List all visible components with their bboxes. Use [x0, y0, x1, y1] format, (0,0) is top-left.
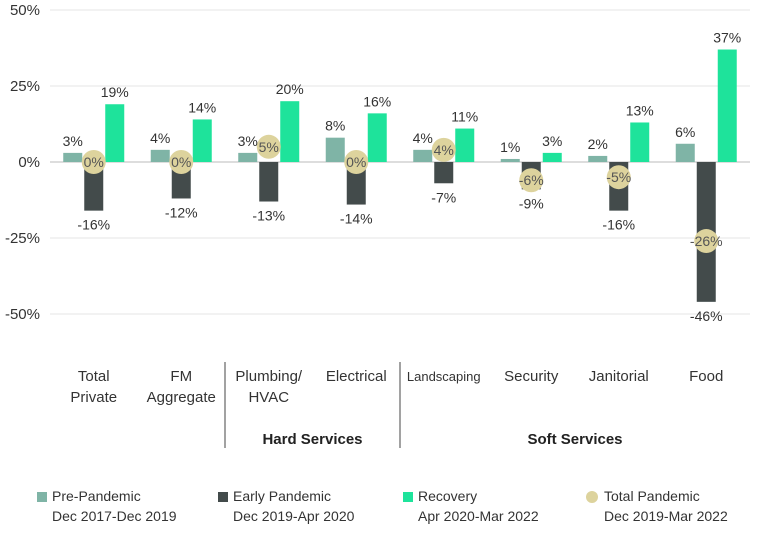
- x-category-label: HVAC: [248, 389, 289, 406]
- dot-total-pandemic: [519, 168, 544, 193]
- bar-pre-pandemic: [238, 152, 258, 162]
- legend-name: Recovery: [418, 488, 478, 504]
- data-label: 20%: [276, 81, 304, 97]
- data-label: -16%: [77, 217, 110, 233]
- bar-recovery: [105, 104, 125, 162]
- bar-pre-pandemic: [500, 158, 520, 162]
- legend-swatch-total-pandemic: [586, 491, 598, 503]
- data-label: -13%: [252, 208, 285, 224]
- y-tick-label: 25%: [10, 78, 40, 95]
- x-category-label: FM: [170, 368, 192, 385]
- data-label: -14%: [340, 211, 373, 227]
- y-tick-label: -50%: [5, 306, 40, 323]
- bar-pre-pandemic: [150, 149, 170, 162]
- x-category-label: Aggregate: [147, 389, 216, 406]
- data-label: 8%: [325, 118, 345, 134]
- data-label: 3%: [238, 133, 258, 149]
- legend-period: Dec 2017-Dec 2019: [52, 508, 177, 524]
- x-category-label: Electrical: [326, 368, 387, 385]
- y-tick-label: 50%: [10, 2, 40, 19]
- bars: [63, 49, 737, 302]
- bar-pre-pandemic: [413, 149, 433, 162]
- data-label: 19%: [101, 84, 129, 100]
- bar-early-pandemic: [434, 162, 454, 184]
- y-axis: 50% 25% 0% -25% -50%: [5, 2, 40, 323]
- data-labels: 3%-16%19%0%4%-12%14%0%3%-13%20%5%8%-14%1…: [63, 30, 742, 324]
- data-label: 14%: [188, 99, 216, 115]
- x-category-label: Landscaping: [407, 369, 481, 384]
- data-label: 16%: [363, 93, 391, 109]
- chart: 50%25%0%-25%-50% 3%-16%19%0%4%-12%14%0%3…: [5, 2, 750, 448]
- legend-period: Dec 2019-Apr 2020: [233, 508, 355, 524]
- legend-name: Early Pandemic: [233, 488, 332, 504]
- dot-label: -5%: [606, 169, 631, 185]
- x-category-label: Food: [689, 368, 723, 385]
- data-label: 1%: [500, 139, 520, 155]
- data-label: 13%: [626, 102, 654, 118]
- data-label: 4%: [150, 130, 170, 146]
- group-labels: Hard Services Soft Services: [224, 362, 623, 448]
- y-tick-label: -25%: [5, 230, 40, 247]
- dot-label: -26%: [690, 233, 723, 249]
- bar-recovery: [542, 152, 562, 162]
- dot-label: -6%: [519, 172, 544, 188]
- legend-name: Total Pandemic: [604, 488, 700, 504]
- bar-pre-pandemic: [325, 137, 345, 162]
- group-label: Soft Services: [527, 431, 622, 448]
- data-label: 2%: [588, 136, 608, 152]
- legend: Pre-Pandemic Dec 2017-Dec 2019 Early Pan…: [0, 486, 771, 536]
- dot-total-pandemic: [694, 229, 719, 254]
- group-label: Hard Services: [262, 431, 362, 448]
- data-label: -16%: [602, 217, 635, 233]
- bar-recovery: [455, 128, 475, 162]
- data-label: 11%: [451, 109, 478, 125]
- y-tick-label: 0%: [18, 154, 40, 171]
- bar-early-pandemic: [84, 162, 104, 211]
- dot-total-pandemic: [606, 165, 631, 190]
- bar-pre-pandemic: [675, 143, 695, 162]
- dot-label: 0%: [84, 154, 104, 170]
- data-label: 3%: [63, 133, 83, 149]
- dot-label: 0%: [346, 154, 366, 170]
- data-label: -12%: [165, 204, 198, 220]
- legend-period: Apr 2020-Mar 2022: [418, 508, 539, 524]
- dot-total-pandemic: [431, 137, 456, 162]
- bar-recovery: [717, 49, 737, 162]
- total-pandemic-dots: [81, 134, 719, 254]
- legend-name: Pre-Pandemic: [52, 488, 141, 504]
- data-label: 6%: [675, 124, 695, 140]
- dot-label: 4%: [434, 142, 454, 158]
- legend-swatch-recovery: [403, 492, 413, 502]
- bar-recovery: [280, 101, 300, 162]
- x-category-label: Total: [78, 368, 110, 385]
- data-label: 4%: [413, 130, 433, 146]
- data-label: 3%: [542, 133, 562, 149]
- x-category-label: Private: [70, 389, 117, 406]
- dot-total-pandemic: [169, 150, 194, 174]
- data-label: -46%: [690, 308, 723, 324]
- x-category-label: Plumbing/: [235, 368, 303, 385]
- dot-total-pandemic: [256, 134, 281, 159]
- bar-recovery: [630, 122, 650, 162]
- dot-label: 0%: [171, 154, 191, 170]
- dot-label: 5%: [259, 139, 279, 155]
- dot-total-pandemic: [344, 150, 369, 174]
- bar-recovery: [367, 113, 387, 162]
- legend-period: Dec 2019-Mar 2022: [604, 508, 728, 524]
- bar-early-pandemic: [259, 162, 279, 202]
- x-category-label: Security: [504, 368, 559, 385]
- legend-swatch-pre-pandemic: [37, 492, 47, 502]
- legend-swatch-early-pandemic: [218, 492, 228, 502]
- bar-recovery: [192, 119, 212, 162]
- data-label: -7%: [431, 189, 456, 205]
- data-label: -9%: [519, 195, 544, 211]
- dot-total-pandemic: [81, 150, 106, 174]
- x-category-label: Janitorial: [589, 368, 649, 385]
- bar-pre-pandemic: [63, 152, 83, 162]
- bar-pre-pandemic: [588, 155, 608, 162]
- x-axis: Total Private FM Aggregate Plumbing/HVAC Elec…: [70, 368, 723, 406]
- data-label: 37%: [713, 30, 741, 46]
